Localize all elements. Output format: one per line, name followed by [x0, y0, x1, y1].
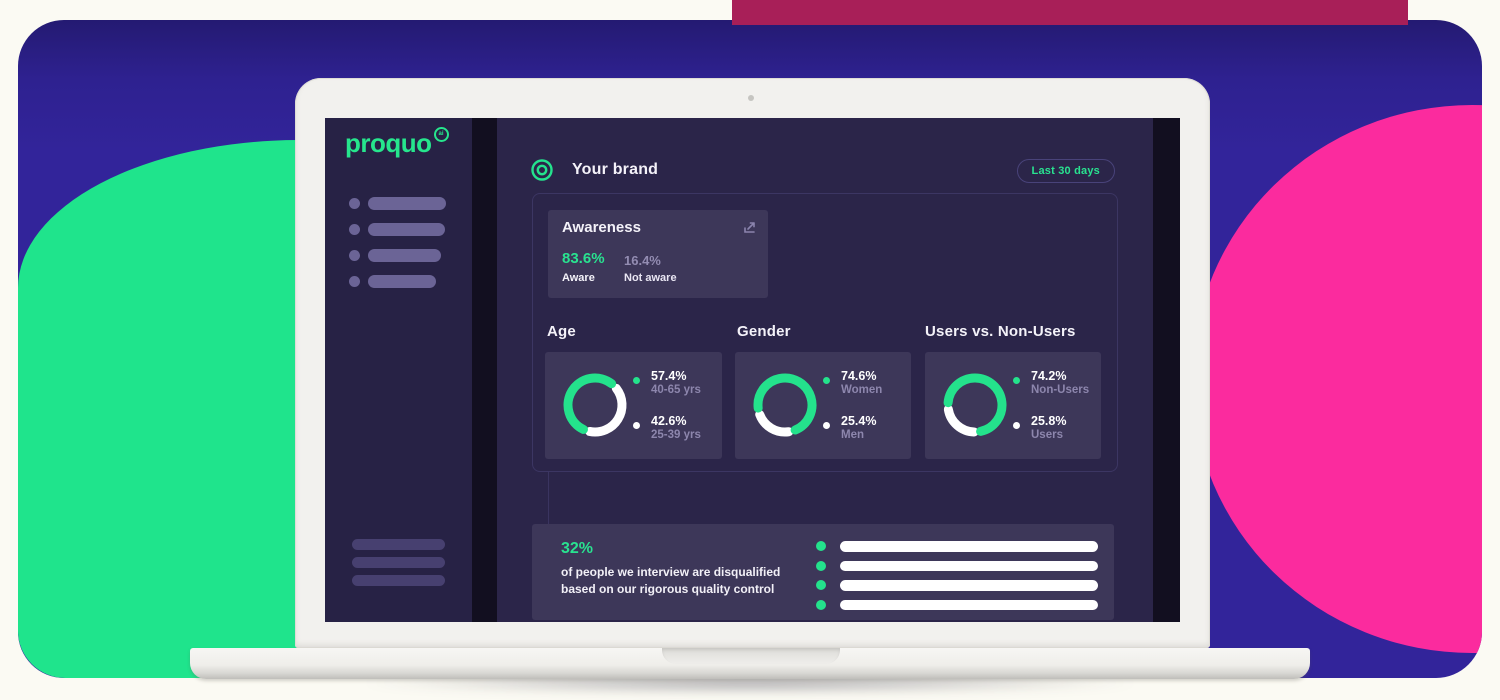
age-donut-chart	[563, 373, 627, 437]
age-card: 57.4% 40-65 yrs 42.6% 25-39 yrs	[545, 352, 722, 459]
legend-item: 25.8% Users	[1013, 414, 1089, 442]
legend-item: 74.2% Non-Users	[1013, 369, 1089, 397]
legend-item: 74.6% Women	[823, 369, 882, 397]
nav-dot-icon	[349, 250, 360, 261]
legend-label: Women	[841, 384, 883, 396]
white-dot-icon	[823, 422, 830, 429]
green-dot-icon	[816, 580, 826, 591]
nav-label-placeholder	[368, 223, 445, 236]
legend-item: 57.4% 40-65 yrs	[633, 369, 701, 397]
laptop-screen: proquo ai Your brand Last 30 days Awar	[325, 118, 1180, 622]
text-bar-placeholder	[840, 560, 1098, 571]
legend-value: 57.4%	[651, 369, 687, 383]
age-section-label: Age	[547, 323, 576, 340]
sidebar-item-placeholder[interactable]	[349, 275, 446, 288]
nav-dot-icon	[349, 276, 360, 287]
logo-ai-badge: ai	[433, 127, 449, 142]
sidebar: proquo ai	[325, 118, 472, 622]
legend-value: 25.8%	[1031, 414, 1067, 428]
section-connector-line	[548, 472, 549, 524]
quality-stat: 32%	[561, 540, 594, 557]
legend-value: 42.6%	[651, 414, 687, 428]
page-title: Your brand	[572, 161, 659, 178]
gender-legend: 74.6% Women 25.4% Men	[823, 369, 882, 459]
footer-bar-placeholder	[352, 575, 445, 586]
target-icon	[531, 159, 553, 181]
legend-value: 74.6%	[841, 369, 877, 383]
right-edge-strip	[1153, 118, 1180, 622]
text-bar-placeholder	[840, 599, 1098, 610]
footer-bar-placeholder	[352, 539, 445, 550]
pink-circle	[1192, 105, 1482, 653]
export-icon[interactable]	[742, 220, 757, 235]
legend-label: Men	[841, 429, 864, 441]
placeholder-row	[816, 560, 1098, 571]
green-dot-icon	[633, 377, 640, 384]
gender-section-label: Gender	[737, 323, 791, 340]
gender-card: 74.6% Women 25.4% Men	[735, 352, 911, 459]
quality-placeholder-rows	[816, 541, 1098, 619]
users-donut-chart	[943, 373, 1007, 437]
sidebar-nav	[349, 197, 446, 301]
legend-label: 25-39 yrs	[651, 429, 701, 441]
white-dot-icon	[1013, 422, 1020, 429]
main-content: Your brand Last 30 days Awareness 83.6% …	[497, 118, 1153, 622]
green-dot-icon	[1013, 377, 1020, 384]
text-bar-placeholder	[840, 541, 1098, 552]
nav-label-placeholder	[368, 197, 446, 210]
quality-text-line1: of people we interview are disqualified	[561, 565, 781, 579]
nav-dot-icon	[349, 224, 360, 235]
proquo-logo: proquo ai	[345, 127, 449, 158]
nav-label-placeholder	[368, 249, 441, 262]
awareness-card: Awareness 83.6% Aware 16.4% Not aware	[548, 210, 768, 298]
logo-wordmark: proquo	[345, 128, 432, 158]
placeholder-row	[816, 580, 1098, 591]
legend-label: Non-Users	[1031, 384, 1090, 396]
awareness-title: Awareness	[562, 219, 641, 236]
sidebar-footer-placeholders	[352, 539, 445, 593]
placeholder-row	[816, 541, 1098, 552]
text-bar-placeholder	[840, 580, 1098, 591]
green-dot-icon	[816, 541, 826, 552]
brand-metrics-section	[532, 193, 1118, 472]
legend-item: 25.4% Men	[823, 414, 882, 442]
sidebar-item-placeholder[interactable]	[349, 197, 446, 210]
nav-dot-icon	[349, 198, 360, 209]
users-card: 74.2% Non-Users 25.8% Users	[925, 352, 1101, 459]
not-aware-value: 16.4%	[624, 253, 661, 268]
aware-value: 83.6%	[562, 250, 605, 267]
aware-label: Aware	[562, 272, 595, 284]
sidebar-item-placeholder[interactable]	[349, 223, 446, 236]
quality-text-line2: based on our rigorous quality control	[561, 582, 775, 596]
users-section-label: Users vs. Non-Users	[925, 323, 1076, 340]
green-dot-icon	[816, 560, 826, 571]
legend-value: 25.4%	[841, 414, 877, 428]
quality-control-card: 32% of people we interview are disqualif…	[532, 524, 1114, 620]
users-legend: 74.2% Non-Users 25.8% Users	[1013, 369, 1089, 459]
nav-label-placeholder	[368, 275, 436, 288]
age-legend: 57.4% 40-65 yrs 42.6% 25-39 yrs	[633, 369, 701, 459]
laptop-camera-dot	[748, 95, 754, 101]
white-dot-icon	[633, 422, 640, 429]
laptop-notch	[662, 648, 840, 664]
sidebar-divider	[472, 118, 497, 622]
sidebar-item-placeholder[interactable]	[349, 249, 446, 262]
green-dot-icon	[823, 377, 830, 384]
legend-item: 42.6% 25-39 yrs	[633, 414, 701, 442]
crimson-top-bar	[732, 0, 1408, 25]
not-aware-label: Not aware	[624, 272, 677, 284]
legend-label: 40-65 yrs	[651, 384, 701, 396]
gender-donut-chart	[753, 373, 817, 437]
placeholder-row	[816, 599, 1098, 610]
date-range-button[interactable]: Last 30 days	[1016, 159, 1115, 183]
laptop-base	[190, 648, 1310, 679]
footer-bar-placeholder	[352, 557, 445, 568]
legend-value: 74.2%	[1031, 369, 1067, 383]
green-dot-icon	[816, 599, 826, 610]
legend-label: Users	[1031, 429, 1063, 441]
brand-header: Your brand	[530, 158, 658, 182]
